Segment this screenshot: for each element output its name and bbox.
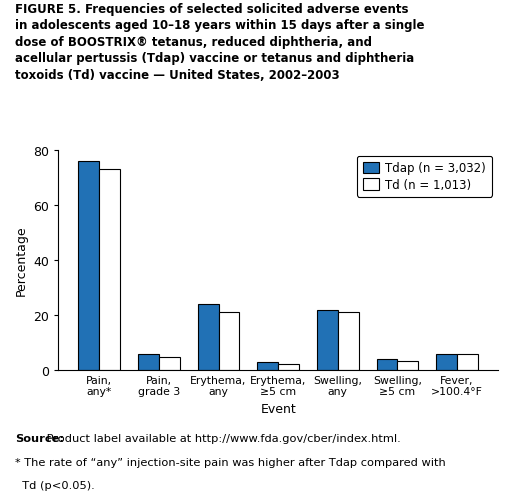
X-axis label: Event: Event [260, 402, 296, 415]
Bar [159, 357, 180, 371]
Bar [138, 354, 159, 371]
Bar [338, 313, 359, 371]
Text: FIGURE 5. Frequencies of selected solicited adverse events
in adolescents aged 1: FIGURE 5. Frequencies of selected solici… [15, 3, 425, 81]
Bar [436, 354, 457, 371]
Bar [397, 361, 418, 371]
Bar [376, 360, 397, 371]
Bar [257, 363, 278, 371]
Text: Source:: Source: [15, 433, 64, 443]
Bar [457, 354, 478, 371]
Text: * The rate of “any” injection-site pain was higher after Tdap compared with: * The rate of “any” injection-site pain … [15, 457, 446, 467]
Bar [78, 161, 99, 371]
Bar [198, 305, 218, 371]
Bar [317, 310, 338, 371]
Bar [99, 169, 120, 371]
Bar [218, 313, 239, 371]
Bar [278, 364, 299, 371]
Text: Product label available at http://www.fda.gov/cber/index.html.: Product label available at http://www.fd… [43, 433, 401, 443]
Legend: Tdap (n = 3,032), Td (n = 1,013): Tdap (n = 3,032), Td (n = 1,013) [357, 156, 492, 197]
Text: Td (p<0.05).: Td (p<0.05). [15, 480, 95, 490]
Y-axis label: Percentage: Percentage [15, 225, 28, 296]
